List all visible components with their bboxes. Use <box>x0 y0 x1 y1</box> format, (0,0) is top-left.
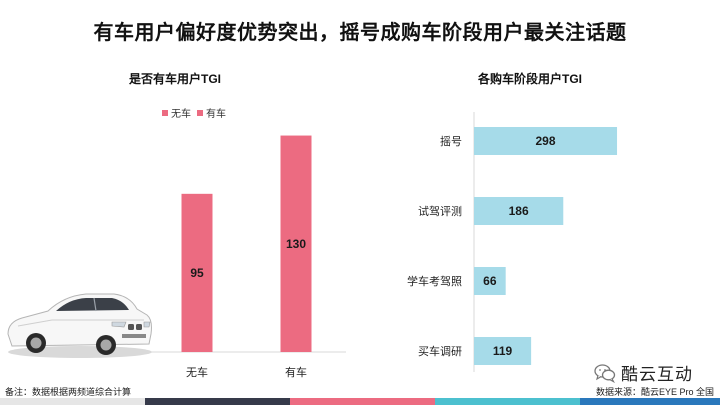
right-bar-chart: 298 摇号 186 试驾评测 66 学车考驾照 119 买车调研 <box>407 112 618 372</box>
footer-color-stripe <box>0 398 720 405</box>
stripe-segment <box>435 398 580 405</box>
data-label-lottery: 298 <box>536 134 556 148</box>
legend-item-has-car: 有车 <box>197 105 226 120</box>
footer-source: 数据来源：酷云EYE Pro 全国 <box>595 387 714 397</box>
data-label-no-car: 95 <box>190 266 204 280</box>
bar-car-research <box>474 337 532 365</box>
y-tick-label-driving-school: 学车考驾照 <box>407 274 462 288</box>
y-tick-label-lottery: 摇号 <box>440 134 462 148</box>
bar-lottery <box>474 127 618 155</box>
stripe-segment <box>145 398 290 405</box>
left-chart-title: 是否有车用户TGI <box>129 72 221 86</box>
legend-swatch <box>197 109 203 116</box>
bar-has-car <box>280 135 312 352</box>
data-label-test-drive: 186 <box>509 204 529 218</box>
legend-label: 有车 <box>206 109 226 120</box>
bar-driving-school <box>474 267 506 295</box>
right-chart-title: 各购车阶段用户TGI <box>478 72 582 86</box>
left-bar-chart: 95 无车 130 有车 <box>150 135 346 379</box>
left-chart-legend: 无车 有车 <box>162 105 232 120</box>
brand-logo: 酷云互动 <box>594 360 693 385</box>
bar-no-car <box>181 193 213 352</box>
car-image <box>7 293 152 358</box>
logo-text: 酷云互动 <box>621 365 693 384</box>
stripe-segment <box>580 398 720 405</box>
stripe-segment <box>290 398 435 405</box>
wechat-icon <box>594 363 616 383</box>
y-tick-label-test-drive: 试驾评测 <box>418 205 462 218</box>
slide-title: 有车用户偏好度优势突出，摇号成购车阶段用户最关注话题 <box>93 22 627 44</box>
x-tick-label-has-car: 有车 <box>285 365 307 379</box>
x-tick-label-no-car: 无车 <box>186 365 208 379</box>
footer-note: 备注：数据根据两频道综合计算 <box>5 387 132 397</box>
data-label-car-research: 119 <box>493 344 513 358</box>
data-label-driving-school: 66 <box>483 274 497 288</box>
legend-item-no-car: 无车 <box>162 105 191 120</box>
y-tick-label-car-research: 买车调研 <box>418 344 462 358</box>
legend-swatch <box>162 109 168 116</box>
legend-label: 无车 <box>171 109 191 120</box>
bar-test-drive <box>474 197 564 225</box>
stripe-segment <box>0 398 145 405</box>
data-label-has-car: 130 <box>286 237 306 251</box>
